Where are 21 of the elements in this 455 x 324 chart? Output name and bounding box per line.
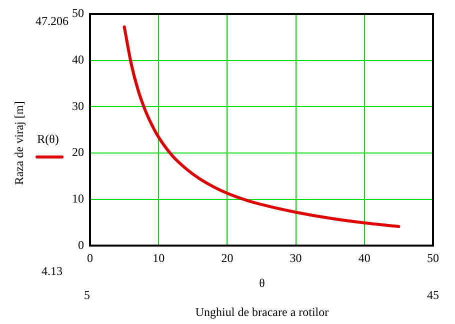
text: 47.206 <box>36 14 68 28</box>
text: R(θ) <box>37 132 59 146</box>
line-series <box>122 25 400 228</box>
x-tick-label: 30 <box>290 250 302 265</box>
y-axis-title: Raza de viraj [m] <box>12 101 26 185</box>
x-tick-label: 20 <box>221 250 234 265</box>
x-tick-label: 0 <box>87 250 93 265</box>
y-tick-label: 50 <box>72 6 84 20</box>
x-tick-label: 50 <box>427 250 439 265</box>
x-axis-title: Unghiul de bracare a rotilor <box>195 305 329 320</box>
y-tick-label: 20 <box>72 145 84 160</box>
text: θ <box>259 276 266 290</box>
text: 5 <box>84 288 90 302</box>
text: 4.13 <box>42 264 62 278</box>
text: 45 <box>427 288 439 302</box>
y-tick-label: 0 <box>78 238 84 252</box>
x-tick-label: 40 <box>358 250 370 265</box>
y-tick-label: 40 <box>72 52 84 66</box>
x-tick-label: 10 <box>152 250 165 265</box>
y-tick-label: 10 <box>72 191 84 206</box>
y-tick-label: 30 <box>72 98 84 113</box>
